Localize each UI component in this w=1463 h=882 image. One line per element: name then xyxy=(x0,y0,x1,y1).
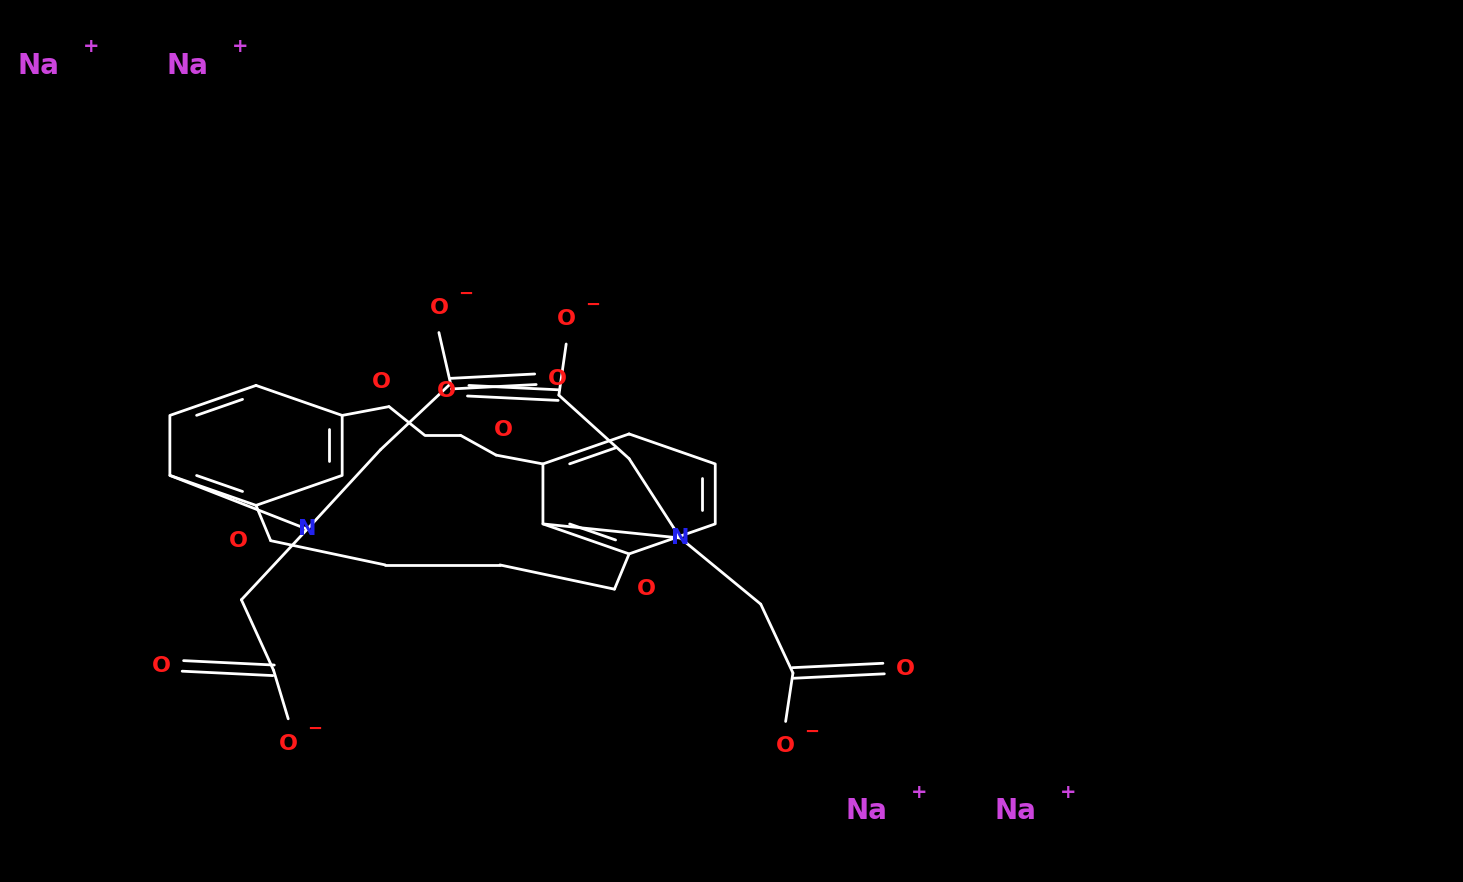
Text: O: O xyxy=(897,659,914,678)
Text: −: − xyxy=(458,285,473,303)
Text: Na: Na xyxy=(18,52,59,80)
Text: −: − xyxy=(307,721,322,738)
Text: O: O xyxy=(549,370,566,389)
Text: N: N xyxy=(672,528,689,548)
Text: O: O xyxy=(557,310,575,329)
Text: O: O xyxy=(777,736,794,756)
Text: O: O xyxy=(152,656,170,676)
Text: O: O xyxy=(279,734,297,753)
Text: −: − xyxy=(585,296,600,314)
Text: O: O xyxy=(437,381,455,400)
Text: +: + xyxy=(82,37,99,56)
Text: −: − xyxy=(805,723,819,741)
Text: Na: Na xyxy=(167,52,208,80)
Text: N: N xyxy=(298,519,316,539)
Text: +: + xyxy=(1059,782,1077,802)
Text: O: O xyxy=(430,298,448,318)
Text: O: O xyxy=(494,421,514,440)
Text: O: O xyxy=(372,372,391,392)
Text: O: O xyxy=(230,531,247,550)
Text: O: O xyxy=(638,579,655,599)
Text: +: + xyxy=(910,782,928,802)
Text: +: + xyxy=(231,37,249,56)
Text: Na: Na xyxy=(995,797,1036,826)
Text: Na: Na xyxy=(846,797,887,826)
